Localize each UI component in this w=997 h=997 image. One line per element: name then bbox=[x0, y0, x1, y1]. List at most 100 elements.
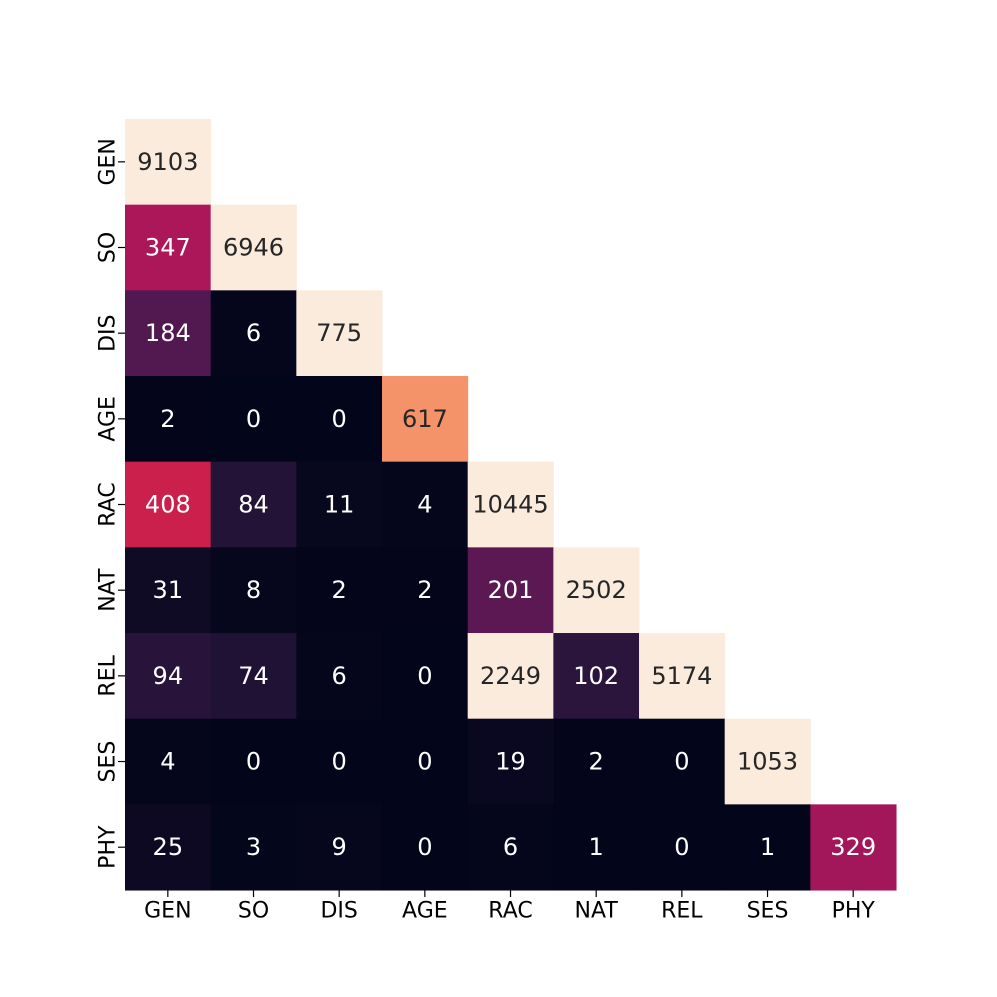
heatmap-cell-NAT-SO bbox=[210, 547, 297, 634]
cell-label-SES-DIS: 0 bbox=[332, 748, 347, 776]
cell-label-PHY-SES: 1 bbox=[760, 833, 775, 861]
heatmap-cell-NAT-AGE bbox=[382, 547, 469, 634]
cell-label-REL-REL: 5174 bbox=[651, 662, 712, 690]
heatmap-cell-AGE-DIS bbox=[296, 376, 383, 463]
y-tick-label-SES: SES bbox=[96, 741, 121, 783]
heatmap-cell-REL-RAC bbox=[467, 633, 554, 720]
heatmap-cell-SO-SO bbox=[210, 204, 297, 291]
x-axis: GEN SO DIS AGE RAC NAT REL SES PHY bbox=[144, 890, 875, 924]
cell-label-REL-SO: 74 bbox=[238, 662, 269, 690]
heatmap-cell-REL-REL bbox=[639, 633, 726, 720]
cell-label-NAT-AGE: 2 bbox=[417, 576, 432, 604]
heatmap-cell-REL-SO bbox=[210, 633, 297, 720]
heatmap-cell-PHY-REL bbox=[639, 804, 726, 891]
heatmap-cell-REL-AGE bbox=[382, 633, 469, 720]
heatmap-cell-PHY-RAC bbox=[467, 804, 554, 891]
x-tick-label-SES: SES bbox=[747, 899, 789, 924]
heatmap-cell-AGE-GEN bbox=[125, 376, 212, 463]
cell-label-NAT-GEN: 31 bbox=[153, 576, 184, 604]
cell-label-AGE-SO: 0 bbox=[246, 405, 261, 433]
heatmap-cell-SES-SO bbox=[210, 718, 297, 805]
heatmap-cell-REL-DIS bbox=[296, 633, 383, 720]
cell-label-REL-NAT: 102 bbox=[573, 662, 619, 690]
heatmap-cell-AGE-SO bbox=[210, 376, 297, 463]
x-tick-label-SO: SO bbox=[238, 899, 269, 924]
cell-label-SES-RAC: 19 bbox=[495, 748, 526, 776]
heatmap-cell-PHY-DIS bbox=[296, 804, 383, 891]
heatmap-cell-PHY-PHY bbox=[810, 804, 897, 891]
cell-label-AGE-AGE: 617 bbox=[402, 405, 448, 433]
x-tick-label-AGE: AGE bbox=[402, 899, 448, 924]
heatmap-cell-PHY-GEN bbox=[125, 804, 212, 891]
x-tick-label-REL: REL bbox=[661, 899, 703, 924]
y-tick-label-REL: REL bbox=[96, 654, 121, 696]
cell-label-GEN-GEN: 9103 bbox=[137, 148, 198, 176]
heatmap-cell-PHY-SO bbox=[210, 804, 297, 891]
cell-label-NAT-DIS: 2 bbox=[332, 576, 347, 604]
cell-label-REL-RAC: 2249 bbox=[480, 662, 541, 690]
cell-label-RAC-DIS: 11 bbox=[324, 491, 355, 519]
heatmap-cell-PHY-SES bbox=[724, 804, 811, 891]
cell-label-SES-REL: 0 bbox=[674, 748, 689, 776]
y-tick-label-PHY: PHY bbox=[96, 825, 121, 869]
heatmap-cell-REL-NAT bbox=[553, 633, 640, 720]
cell-label-SES-AGE: 0 bbox=[417, 748, 432, 776]
cell-label-PHY-PHY: 329 bbox=[830, 833, 876, 861]
y-tick-label-RAC: RAC bbox=[96, 482, 121, 526]
cell-label-PHY-NAT: 1 bbox=[589, 833, 604, 861]
heatmap-cell-DIS-SO bbox=[210, 290, 297, 377]
cell-label-RAC-SO: 84 bbox=[238, 491, 269, 519]
cell-label-RAC-GEN: 408 bbox=[145, 491, 191, 519]
cell-label-DIS-DIS: 775 bbox=[316, 319, 362, 347]
cell-label-SES-NAT: 2 bbox=[589, 748, 604, 776]
x-tick-label-GEN: GEN bbox=[144, 899, 191, 924]
heatmap-cell-NAT-RAC bbox=[467, 547, 554, 634]
cell-label-NAT-SO: 8 bbox=[246, 576, 261, 604]
heatmap-cell-RAC-RAC bbox=[467, 461, 554, 548]
heatmap-cell-DIS-DIS bbox=[296, 290, 383, 377]
heatmap-cell-SES-DIS bbox=[296, 718, 383, 805]
heatmap-cell-AGE-AGE bbox=[382, 376, 469, 463]
heatmap-cell-SO-GEN bbox=[125, 204, 212, 291]
y-tick-label-NAT: NAT bbox=[96, 568, 121, 612]
y-axis: GEN SO DIS AGE RAC NAT REL SES PHY bbox=[96, 138, 125, 869]
cell-label-DIS-GEN: 184 bbox=[145, 319, 191, 347]
cell-label-AGE-GEN: 2 bbox=[160, 405, 175, 433]
heatmap-cell-NAT-GEN bbox=[125, 547, 212, 634]
cell-label-RAC-AGE: 4 bbox=[417, 491, 432, 519]
cell-label-REL-AGE: 0 bbox=[417, 662, 432, 690]
cell-label-SO-SO: 6946 bbox=[223, 234, 284, 262]
heatmap-cell-GEN-GEN bbox=[125, 119, 212, 206]
cell-label-PHY-REL: 0 bbox=[674, 833, 689, 861]
heatmap-cell-RAC-GEN bbox=[125, 461, 212, 548]
heatmap-cell-SES-NAT bbox=[553, 718, 640, 805]
heatmap-cell-SES-RAC bbox=[467, 718, 554, 805]
cell-label-SES-SES: 1053 bbox=[737, 748, 798, 776]
heatmap-cell-NAT-DIS bbox=[296, 547, 383, 634]
cell-label-PHY-DIS: 9 bbox=[332, 833, 347, 861]
heatmap-cell-SES-REL bbox=[639, 718, 726, 805]
heatmap-cell-DIS-GEN bbox=[125, 290, 212, 377]
cell-label-REL-DIS: 6 bbox=[332, 662, 347, 690]
y-tick-label-DIS: DIS bbox=[96, 314, 121, 351]
heatmap-cell-SES-SES bbox=[724, 718, 811, 805]
cell-label-NAT-RAC: 201 bbox=[488, 576, 534, 604]
cell-label-SO-GEN: 347 bbox=[145, 234, 191, 262]
x-tick-label-RAC: RAC bbox=[488, 899, 532, 924]
heatmap-cell-RAC-DIS bbox=[296, 461, 383, 548]
heatmap-cell-SES-AGE bbox=[382, 718, 469, 805]
cell-label-PHY-RAC: 6 bbox=[503, 833, 518, 861]
cell-label-SES-SO: 0 bbox=[246, 748, 261, 776]
heatmap-cell-PHY-AGE bbox=[382, 804, 469, 891]
cell-label-RAC-RAC: 10445 bbox=[472, 491, 548, 519]
heatmap-cell-REL-GEN bbox=[125, 633, 212, 720]
heatmap-cell-SES-GEN bbox=[125, 718, 212, 805]
x-tick-label-DIS: DIS bbox=[320, 899, 357, 924]
heatmap-cell-RAC-AGE bbox=[382, 461, 469, 548]
cell-label-REL-GEN: 94 bbox=[153, 662, 184, 690]
cell-label-SES-GEN: 4 bbox=[160, 748, 175, 776]
cell-label-NAT-NAT: 2502 bbox=[566, 576, 627, 604]
y-tick-label-AGE: AGE bbox=[96, 396, 121, 442]
x-tick-label-PHY: PHY bbox=[832, 899, 876, 924]
